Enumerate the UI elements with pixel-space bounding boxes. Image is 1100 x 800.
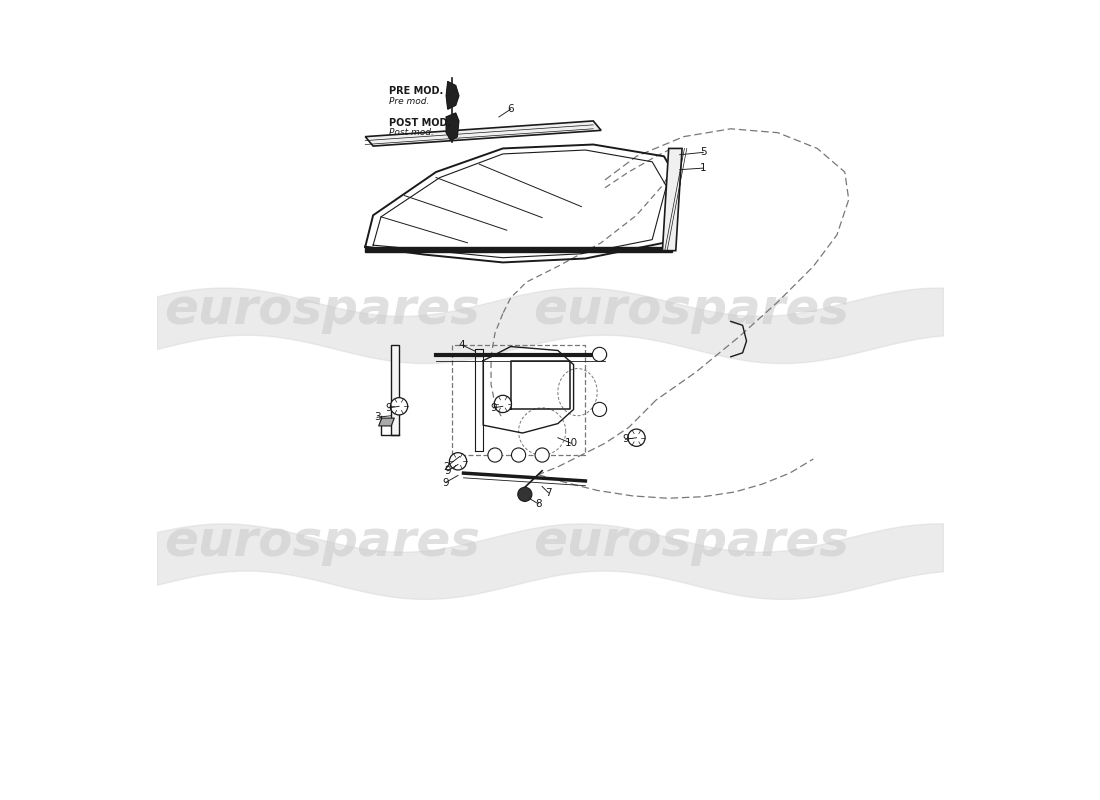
Polygon shape (447, 82, 459, 109)
Circle shape (593, 402, 606, 417)
Text: 9: 9 (623, 434, 629, 444)
Text: 8: 8 (535, 498, 541, 509)
Text: eurospares: eurospares (164, 286, 480, 334)
Text: eurospares: eurospares (164, 518, 480, 566)
Text: 5: 5 (700, 147, 706, 158)
Circle shape (450, 453, 466, 470)
Text: 9: 9 (491, 403, 497, 413)
Text: 9: 9 (444, 466, 451, 476)
Polygon shape (365, 121, 601, 146)
Polygon shape (392, 345, 399, 435)
Circle shape (390, 398, 408, 415)
Text: eurospares: eurospares (534, 518, 849, 566)
Text: 9: 9 (385, 403, 393, 413)
Text: 9: 9 (442, 478, 449, 487)
Circle shape (512, 448, 526, 462)
Text: POST MOD.: POST MOD. (388, 118, 451, 127)
Polygon shape (447, 113, 459, 141)
Circle shape (488, 448, 502, 462)
Text: PRE MOD.: PRE MOD. (388, 86, 443, 96)
Circle shape (535, 448, 549, 462)
Text: 3: 3 (374, 412, 381, 422)
Polygon shape (378, 418, 395, 426)
Text: 2: 2 (443, 462, 450, 472)
Text: eurospares: eurospares (534, 286, 849, 334)
Text: Post mod.: Post mod. (388, 128, 433, 138)
Text: 4: 4 (459, 340, 465, 350)
Text: 6: 6 (507, 104, 514, 114)
Polygon shape (662, 149, 682, 250)
Text: 1: 1 (700, 163, 706, 173)
Circle shape (518, 487, 532, 502)
Circle shape (628, 429, 645, 446)
Circle shape (494, 395, 512, 413)
Text: 10: 10 (564, 438, 578, 448)
Circle shape (593, 347, 606, 362)
Text: Pre mod.: Pre mod. (388, 97, 429, 106)
Text: 7: 7 (546, 488, 552, 498)
Polygon shape (365, 247, 672, 252)
